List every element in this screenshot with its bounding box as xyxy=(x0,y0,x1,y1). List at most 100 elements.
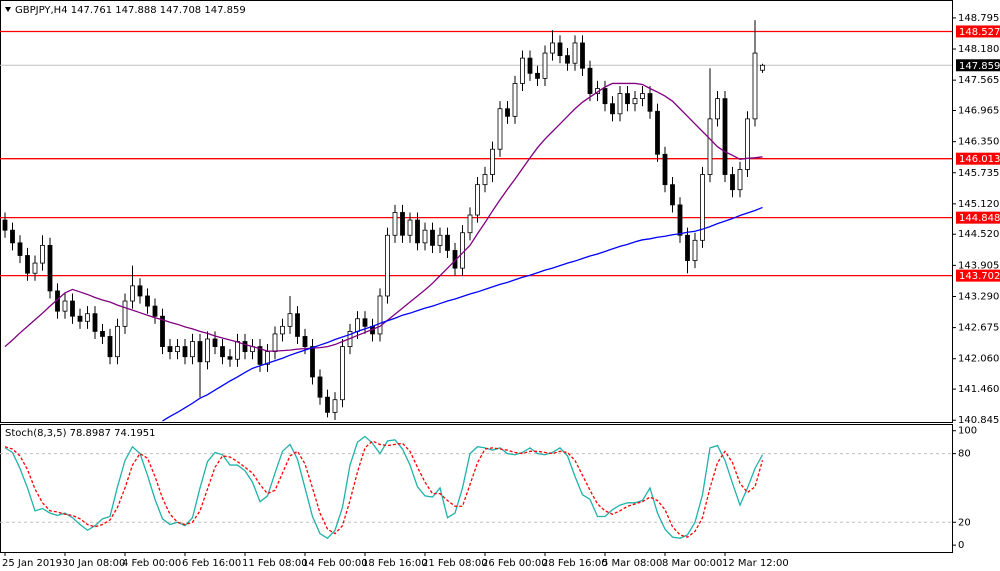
chart-title: GBPJPY,H4 147.761 147.888 147.708 147.85… xyxy=(15,5,246,16)
y-tick-label: 0 xyxy=(958,540,964,551)
candle-body xyxy=(707,118,713,175)
candle-body xyxy=(182,346,188,358)
candle-body xyxy=(737,169,743,191)
candle-body xyxy=(317,376,323,398)
candle-body xyxy=(302,336,308,347)
candle-body xyxy=(100,331,105,337)
candle-body xyxy=(745,118,750,170)
line-series xyxy=(4,82,763,352)
candle-body xyxy=(700,174,705,241)
candle-body xyxy=(280,325,285,335)
x-tick-label: 21 Feb 08:00 xyxy=(422,558,488,569)
candle-body xyxy=(542,52,548,79)
candle-body xyxy=(557,42,563,57)
candle-body xyxy=(587,67,593,94)
candle-body xyxy=(377,295,383,335)
candle-body xyxy=(392,212,398,236)
candle-body xyxy=(160,315,165,347)
level-label-box xyxy=(956,152,1000,165)
candle-body xyxy=(197,341,203,363)
candle-body xyxy=(362,318,368,327)
candle-body xyxy=(340,346,345,401)
candle-body xyxy=(437,234,443,246)
line-series xyxy=(4,440,764,538)
candle-body xyxy=(70,300,75,317)
line-series xyxy=(162,206,763,422)
x-tick-label: 14 Feb 00:00 xyxy=(302,558,368,569)
candle-body xyxy=(332,399,338,413)
level-label: 148.527 xyxy=(959,27,1000,38)
y-tick-label: 142.060 xyxy=(958,354,999,365)
level-label: 143.702 xyxy=(959,271,1000,282)
x-tick-label: 30 Jan 08:00 xyxy=(62,558,125,569)
x-tick-label: 4 Feb 00:00 xyxy=(122,558,181,569)
candle-body xyxy=(295,313,300,337)
candle-body xyxy=(662,153,668,186)
last-price-box xyxy=(956,59,1000,72)
level-label: 146.013 xyxy=(959,154,1000,165)
y-tick-label: 100 xyxy=(958,426,977,437)
candle-body xyxy=(715,98,720,120)
candle-body xyxy=(527,57,533,74)
x-tick-label: 5 Mar 08:00 xyxy=(602,558,662,569)
indicator-title: Stoch(8,3,5) 78.8987 74.1951 xyxy=(5,428,156,439)
candle-body xyxy=(10,229,15,244)
candle-body xyxy=(287,313,293,327)
candle-body xyxy=(677,204,683,236)
candle-body xyxy=(760,64,765,71)
symbol-menu-icon[interactable] xyxy=(5,7,11,12)
level-label-box xyxy=(956,25,1000,38)
candle-body xyxy=(535,72,540,79)
candle-body xyxy=(212,338,218,347)
candle-body xyxy=(272,333,278,353)
candle-body xyxy=(445,234,450,251)
y-tick-label: 148.795 xyxy=(958,13,999,24)
y-tick-label: 146.350 xyxy=(958,137,999,148)
price-panel-frame xyxy=(0,0,953,423)
candle-body xyxy=(257,346,263,365)
candle-body xyxy=(640,93,645,100)
candle-body xyxy=(130,285,135,302)
candle-body xyxy=(670,184,675,206)
candle-body xyxy=(505,108,510,117)
candle-body xyxy=(572,42,578,64)
level-label: 144.848 xyxy=(959,213,1000,224)
x-tick-label: 26 Feb 00:00 xyxy=(482,558,548,569)
candle-body xyxy=(415,219,420,244)
candle-body xyxy=(122,300,128,327)
x-tick-label: 11 Feb 08:00 xyxy=(242,558,308,569)
candle-body xyxy=(40,244,45,264)
candle-body xyxy=(550,42,555,54)
candle-body xyxy=(475,184,480,216)
level-label-box xyxy=(956,269,1000,282)
x-tick-label: 6 Feb 16:00 xyxy=(182,558,241,569)
candle-body xyxy=(460,232,465,269)
candle-body xyxy=(722,98,728,175)
candle-body xyxy=(137,285,143,297)
y-tick-label: 143.905 xyxy=(958,260,999,271)
y-tick-label: 145.120 xyxy=(958,199,999,210)
candle-body xyxy=(92,313,98,332)
candle-body xyxy=(602,88,608,105)
candle-body xyxy=(145,295,150,307)
candle-body xyxy=(235,341,240,360)
candle-body xyxy=(490,148,495,175)
candle-body xyxy=(107,336,113,358)
candle-body xyxy=(482,174,488,186)
candle-body xyxy=(2,219,8,231)
candle-body xyxy=(580,42,585,69)
candle-body xyxy=(730,174,735,191)
plot-layer: 140.845 141.460 142.060 142.675 143.290 143.9… xyxy=(0,13,1000,569)
candle-body xyxy=(25,255,30,274)
candle-body xyxy=(565,55,570,64)
candle-body xyxy=(385,234,390,297)
candle-body xyxy=(655,110,660,155)
x-tick-label: 18 Feb 16:00 xyxy=(362,558,428,569)
last-price-label: 147.859 xyxy=(959,61,1000,72)
candle-body xyxy=(610,103,615,115)
candle-body xyxy=(242,341,248,353)
candle-body xyxy=(152,305,158,317)
candle-body xyxy=(167,346,173,353)
